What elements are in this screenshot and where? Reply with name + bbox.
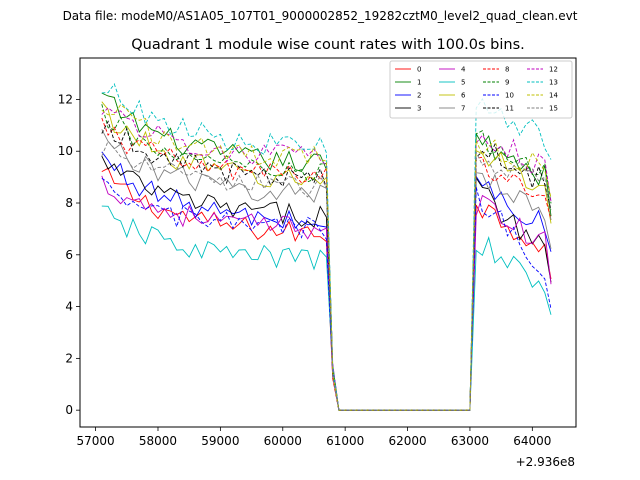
legend-label-6: 6 <box>461 92 466 100</box>
y-tick-label: 6 <box>65 248 73 262</box>
series-line-12 <box>101 107 552 411</box>
y-tick-label: 10 <box>58 144 73 158</box>
y-tick-label: 12 <box>58 92 73 106</box>
legend-label-3: 3 <box>417 105 421 113</box>
x-tick-label: 63000 <box>451 434 489 448</box>
x-tick-label: 61000 <box>326 434 364 448</box>
legend-label-10: 10 <box>505 92 514 100</box>
y-tick-label: 8 <box>65 196 73 210</box>
x-axis: 57000 58000 59000 60000 61000 62000 63000 64000 <box>77 427 551 448</box>
x-tick-label: 60000 <box>264 434 302 448</box>
legend-label-1: 1 <box>417 79 421 87</box>
series-line-14 <box>101 104 552 411</box>
series-line-10 <box>101 178 552 411</box>
x-offset-label: +2.936e8 <box>516 455 575 469</box>
y-tick-label: 0 <box>65 403 73 417</box>
y-axis: 0 2 4 6 8 10 12 <box>58 92 80 417</box>
y-tick-label: 2 <box>65 351 73 365</box>
figure-suptitle: Data file: modeM0/AS1A05_107T01_90000028… <box>63 9 578 23</box>
legend-label-14: 14 <box>549 92 558 100</box>
legend-label-4: 4 <box>461 66 466 74</box>
legend-label-0: 0 <box>417 66 421 74</box>
legend-label-15: 15 <box>549 105 558 113</box>
chart-title: Quadrant 1 module wise count rates with … <box>131 37 525 53</box>
legend-label-8: 8 <box>505 66 509 74</box>
x-tick-label: 57000 <box>77 434 115 448</box>
legend-label-12: 12 <box>549 66 558 74</box>
x-tick-label: 64000 <box>513 434 551 448</box>
legend-label-9: 9 <box>505 79 509 87</box>
legend-box <box>389 60 573 119</box>
x-tick-label: 59000 <box>201 434 239 448</box>
x-tick-label: 58000 <box>139 434 177 448</box>
series-line-4 <box>101 175 552 411</box>
series-line-0 <box>101 167 552 411</box>
y-tick-label: 4 <box>65 300 73 314</box>
legend-label-7: 7 <box>461 105 465 113</box>
legend-label-11: 11 <box>505 105 514 113</box>
legend-label-13: 13 <box>549 79 558 87</box>
series-line-15 <box>101 140 552 411</box>
legend-label-5: 5 <box>461 79 465 87</box>
axes-frame <box>79 57 577 428</box>
x-tick-label: 62000 <box>388 434 426 448</box>
series-line-5 <box>101 205 552 411</box>
legend-label-2: 2 <box>417 92 421 100</box>
plot-area <box>79 57 577 428</box>
